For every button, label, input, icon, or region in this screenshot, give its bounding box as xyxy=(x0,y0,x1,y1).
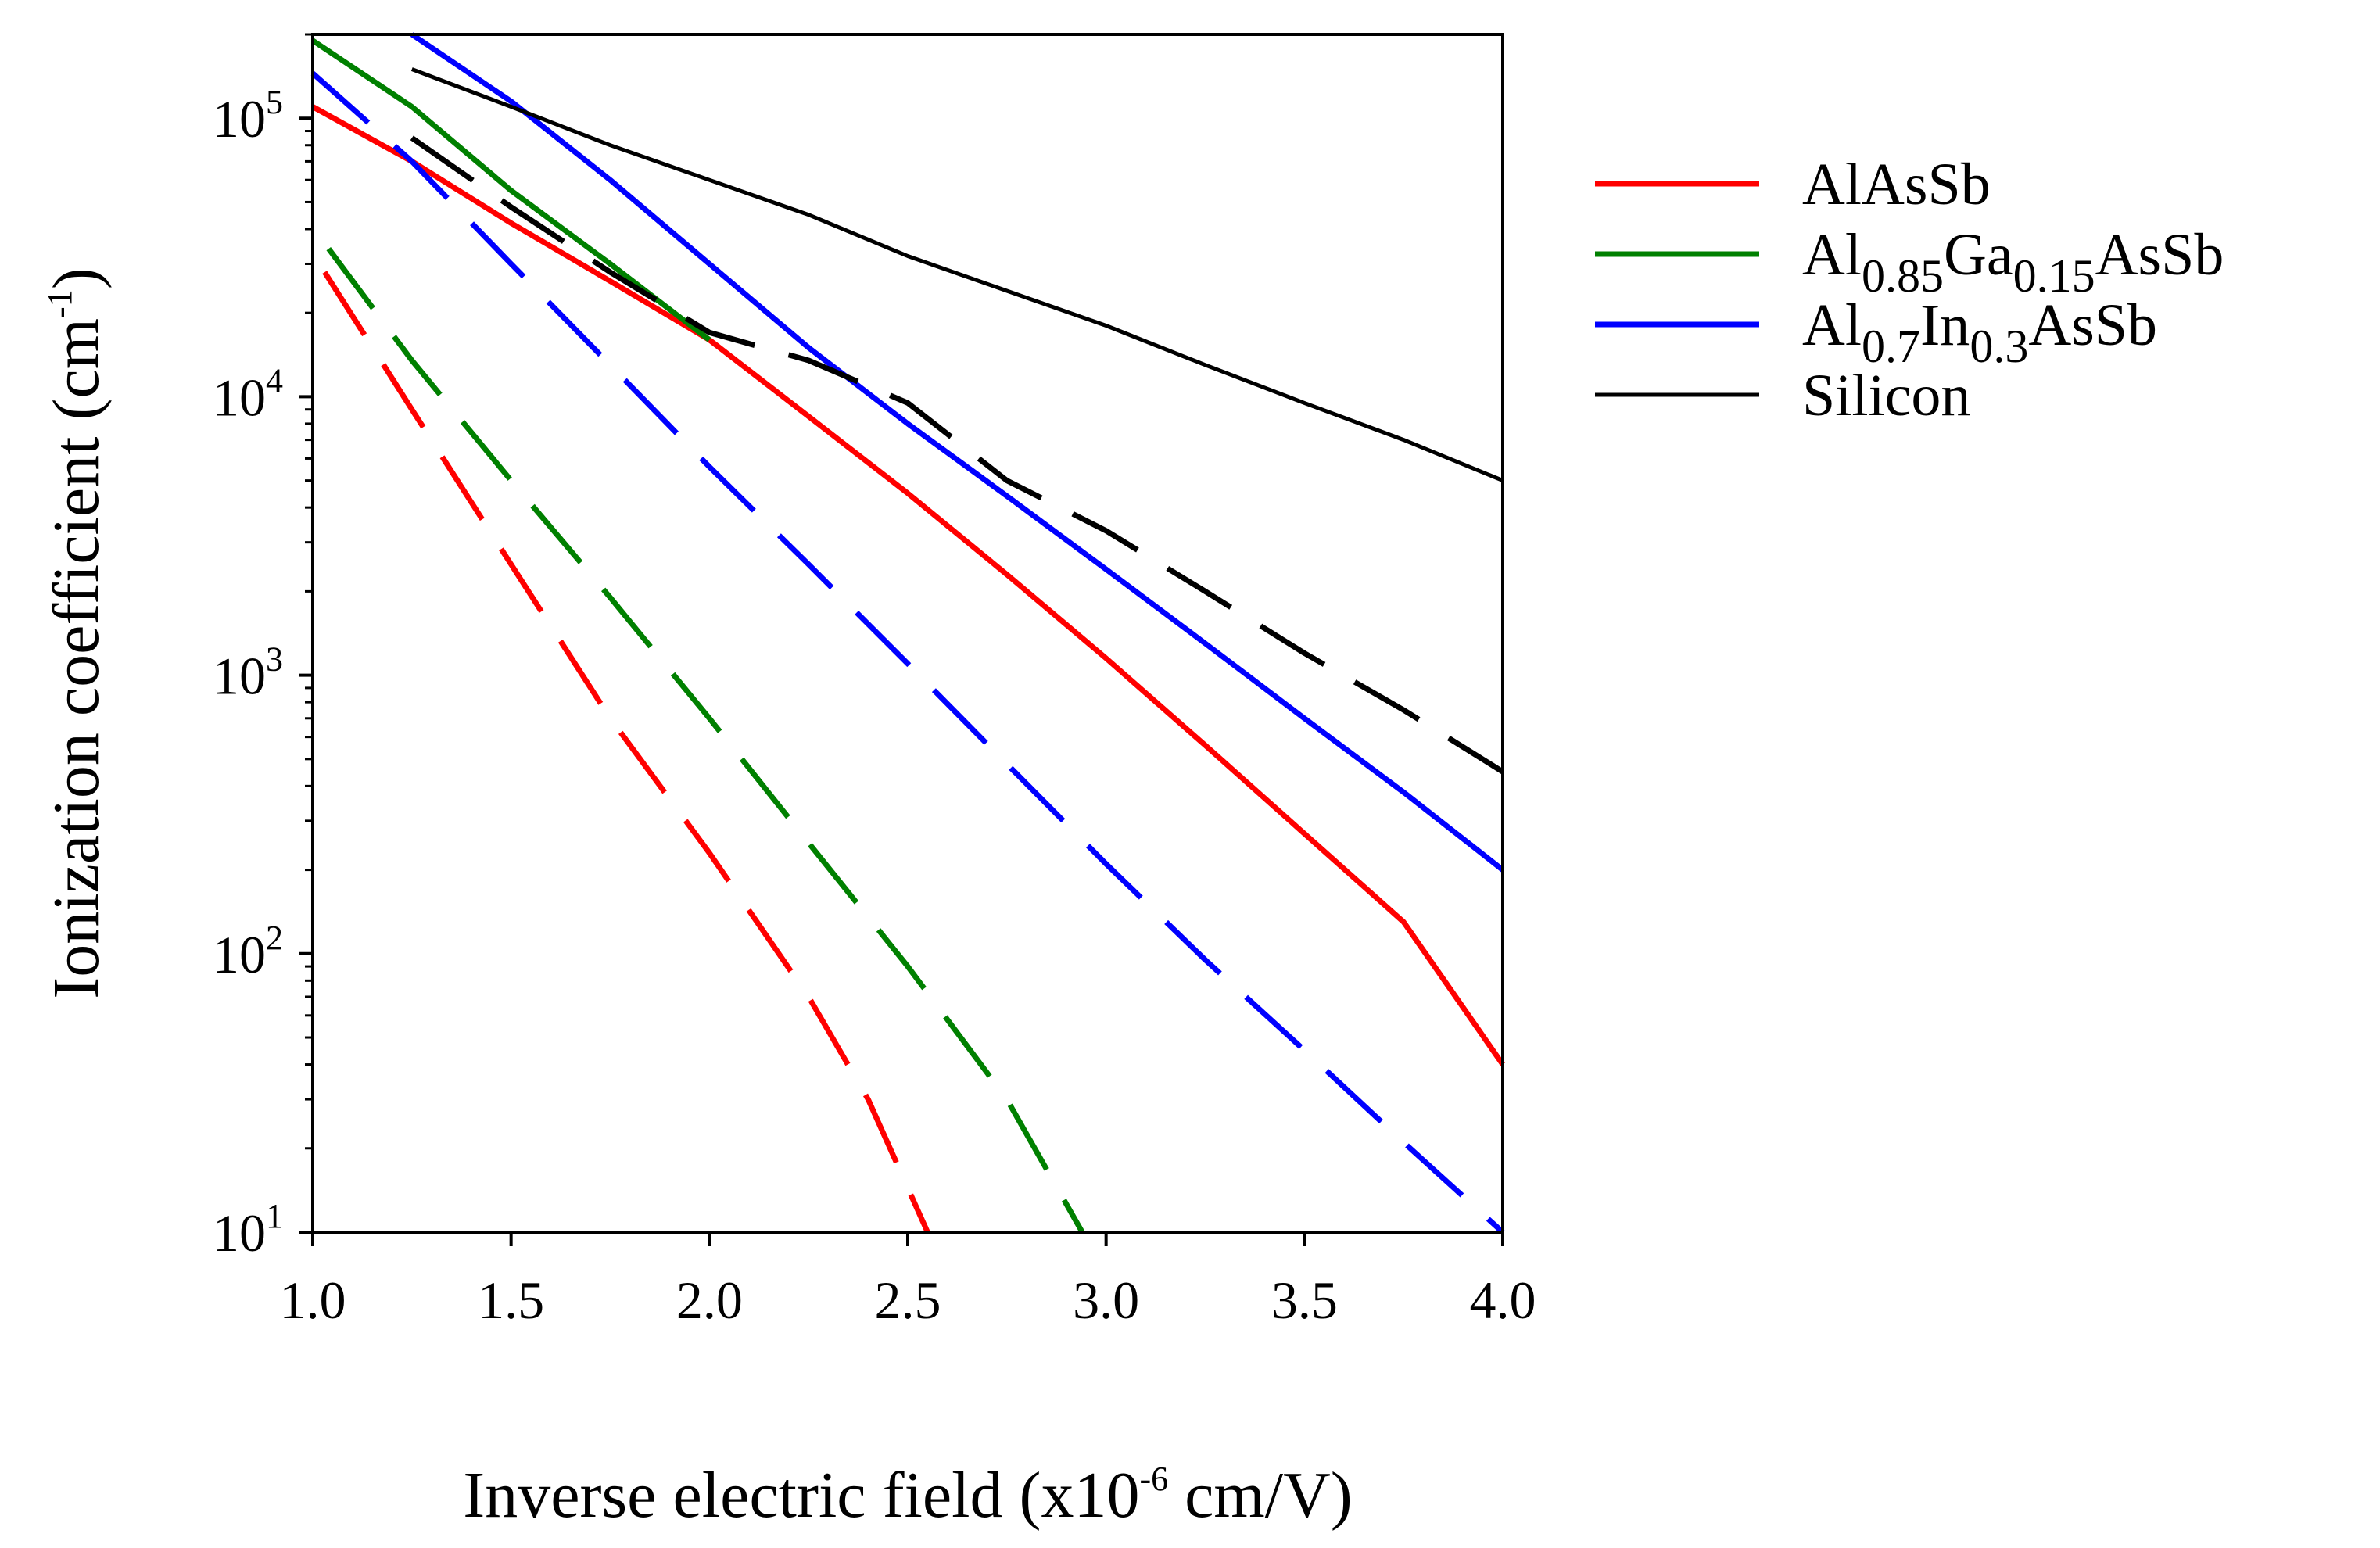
y-tick-label: 101 xyxy=(213,1197,283,1263)
series-silicon-hole xyxy=(410,135,1504,775)
x-tick-label: 2.5 xyxy=(875,1270,941,1330)
plot-frame xyxy=(311,33,1504,1234)
x-tick-label: 2.0 xyxy=(676,1270,743,1330)
x-axis-title: Inverse electric field (x10-6 cm/V) xyxy=(463,1459,1352,1532)
y-tick-label: 104 xyxy=(213,361,283,427)
series-al0-7in0-3assb-hole xyxy=(310,71,1505,1234)
series-silicon-electron xyxy=(410,67,1504,482)
legend: AlAsSbAl0.85Ga0.15AsSbAl0.7In0.3AsSbSili… xyxy=(1595,152,2224,428)
legend-label-al0-85ga0-15assb: Al0.85Ga0.15AsSb xyxy=(1802,222,2224,302)
y-axis-title: Ionization coefficient (cm-1) xyxy=(40,267,113,998)
series-al0-7in0-3assb-electron xyxy=(410,32,1505,873)
legend-label-alassb: AlAsSb xyxy=(1802,152,1991,217)
y-tick-label: 103 xyxy=(213,640,283,706)
x-tick-label: 4.0 xyxy=(1470,1270,1536,1330)
series-layer xyxy=(310,32,1505,1234)
x-axis-ticks: 1.0 1.5 2.0 2.5 3.0 3.5 4.0 xyxy=(280,1232,1536,1330)
y-axis-ticks: 101 102 103 104 105 xyxy=(213,33,313,1263)
series-alassb-hole xyxy=(322,271,930,1234)
legend-label-silicon: Silicon xyxy=(1802,363,1970,428)
series-alassb-electron xyxy=(311,104,1505,1066)
x-tick-label: 1.5 xyxy=(478,1270,544,1330)
y-tick-label: 102 xyxy=(213,919,283,984)
legend-label-al0-7in0-3assb: Al0.7In0.3AsSb xyxy=(1802,292,2157,372)
y-tick-label: 105 xyxy=(213,83,283,149)
series-al0-85ga0-15assb-hole xyxy=(326,247,1085,1234)
x-tick-label: 1.0 xyxy=(280,1270,346,1330)
x-tick-label: 3.0 xyxy=(1073,1270,1139,1330)
x-tick-label: 3.5 xyxy=(1271,1270,1338,1330)
